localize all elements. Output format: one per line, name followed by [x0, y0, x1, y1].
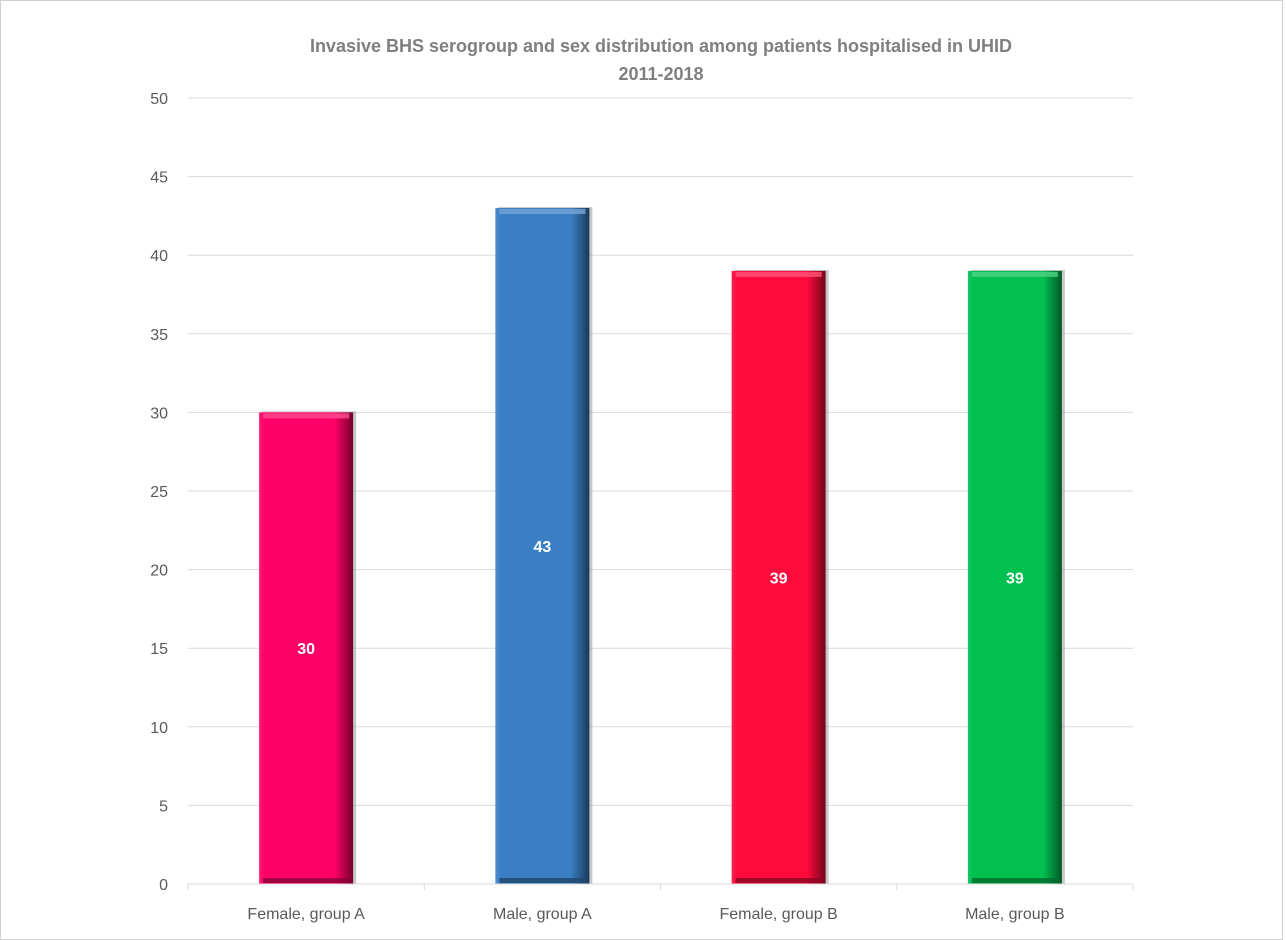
- y-tick-label: 25: [150, 484, 168, 501]
- y-tick-label: 5: [159, 798, 168, 815]
- bar: [731, 270, 826, 884]
- bar-top-bevel: [971, 271, 1058, 277]
- x-category-label: Male, group A: [493, 906, 592, 923]
- bar-top-bevel: [263, 413, 350, 419]
- data-labels: 30 43 39 39: [297, 539, 1024, 658]
- y-tick-label: 20: [150, 563, 168, 580]
- x-category-label: Female, group A: [247, 906, 365, 923]
- bar-bottom-bevel: [499, 878, 586, 883]
- y-tick-label: 35: [150, 327, 168, 344]
- bar: [259, 412, 354, 884]
- bar-bottom-bevel: [971, 878, 1058, 883]
- y-tick-label: 10: [150, 720, 168, 737]
- data-label: 43: [533, 539, 551, 556]
- bar: [967, 270, 1062, 884]
- data-label: 39: [770, 570, 788, 587]
- x-category-label: Male, group B: [965, 906, 1065, 923]
- chart-subtitle: 2011-2018: [618, 64, 703, 84]
- y-tick-label: 40: [150, 248, 168, 265]
- y-tick-label: 30: [150, 405, 168, 422]
- y-tick-label: 0: [159, 877, 168, 894]
- bar-top-bevel: [735, 271, 822, 277]
- x-axis: Female, group A Male, group A Female, grou…: [187, 883, 1134, 923]
- chart-title: Invasive BHS serogroup and sex distribut…: [310, 36, 1012, 56]
- data-label: 30: [297, 641, 315, 658]
- bar: [495, 208, 590, 885]
- y-axis-ticks: 0 5 10 15 20 25 30 35 40 45 50: [150, 91, 168, 894]
- bar-bottom-bevel: [735, 878, 822, 883]
- y-tick-label: 15: [150, 641, 168, 658]
- data-label: 39: [1006, 570, 1024, 587]
- x-category-label: Female, group B: [719, 906, 837, 923]
- bars: [259, 207, 1065, 885]
- y-tick-label: 45: [150, 170, 168, 187]
- bar-top-bevel: [499, 209, 586, 215]
- y-tick-label: 50: [150, 91, 168, 108]
- bar-bottom-bevel: [263, 878, 350, 883]
